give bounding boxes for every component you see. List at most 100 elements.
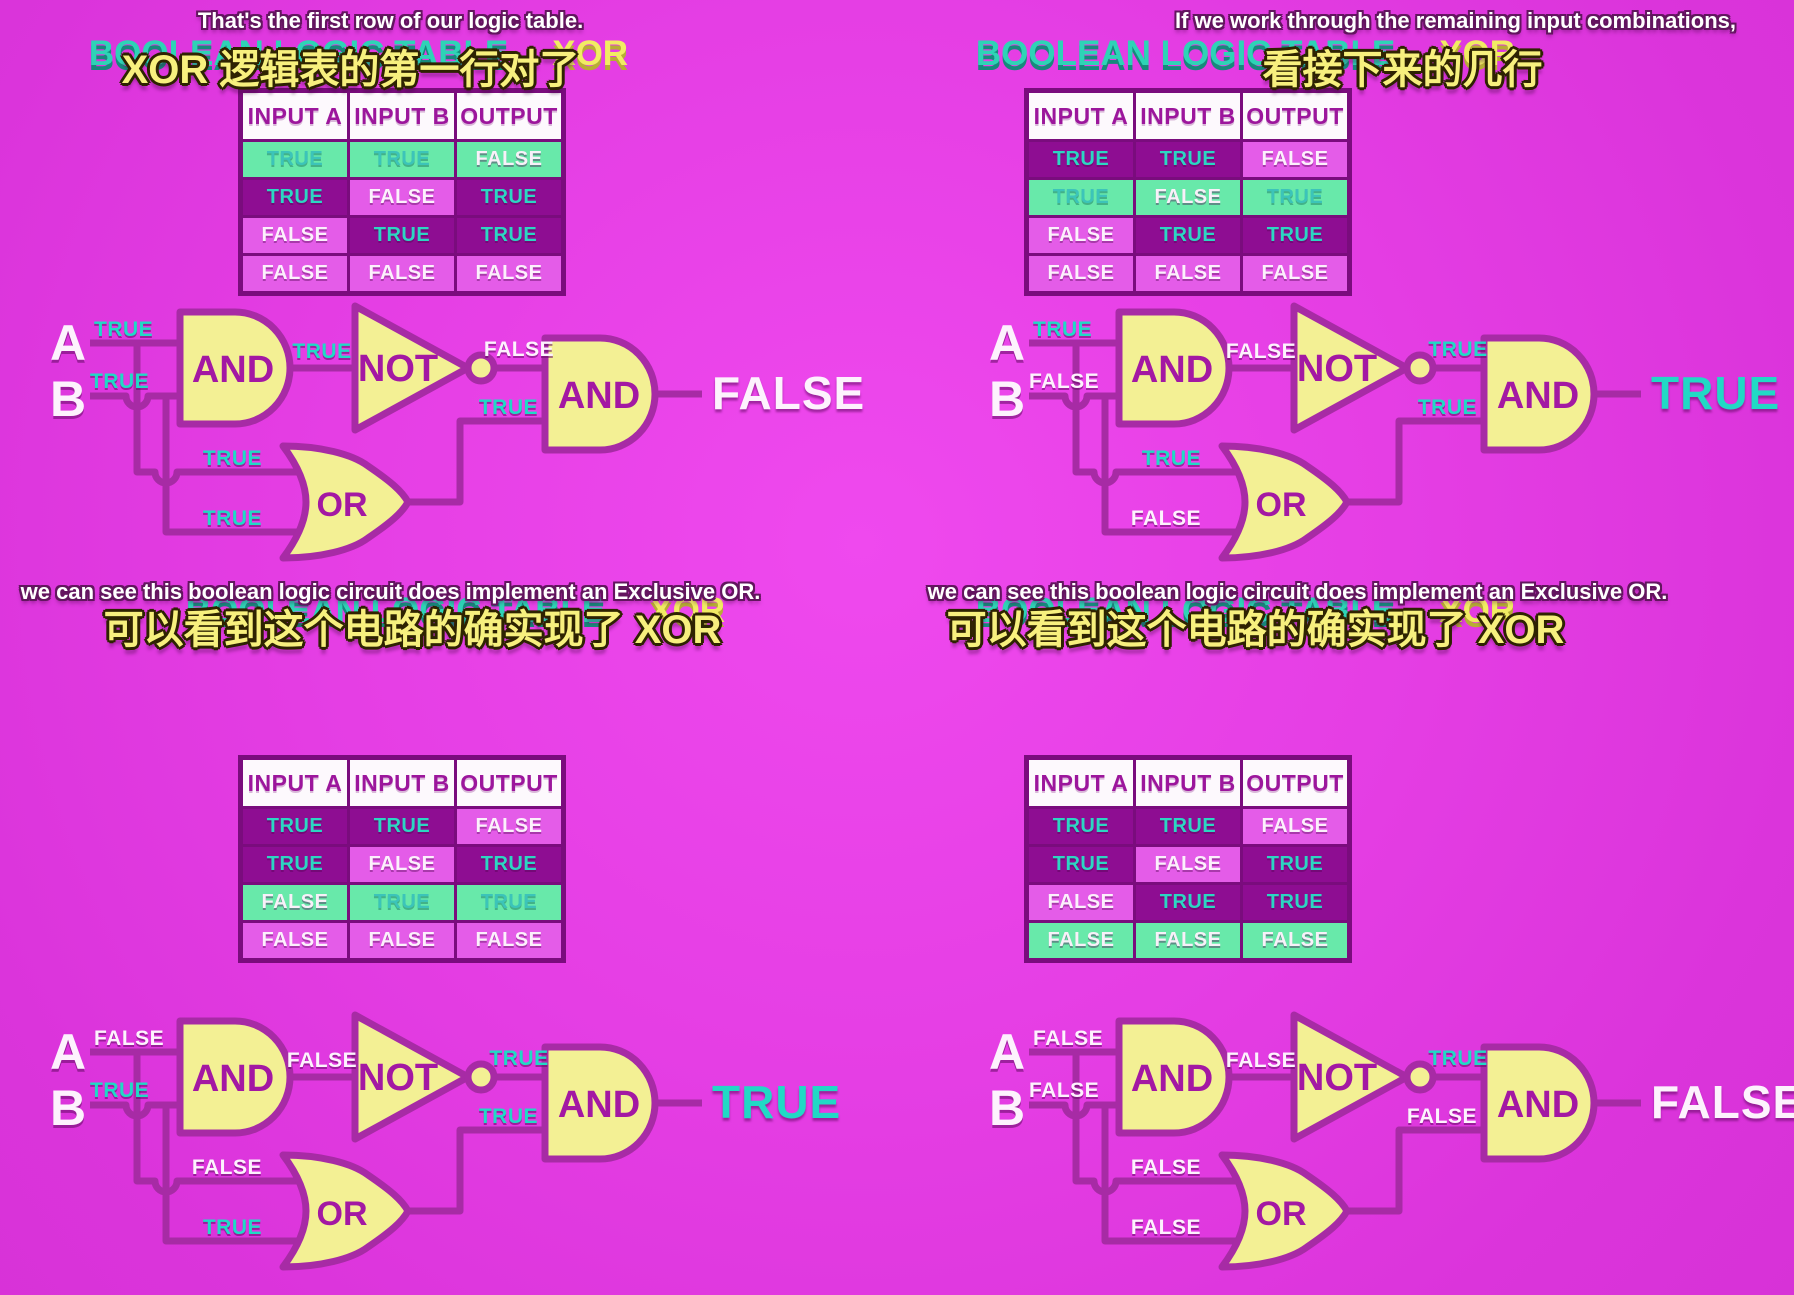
input-a-label: A	[989, 1024, 1025, 1080]
or-gate	[279, 442, 412, 562]
subtitle-english: That's the first row of our logic table.	[197, 8, 584, 33]
and-gate-1	[176, 308, 294, 428]
truth-table-row: FALSE FALSE FALSE	[1025, 920, 1351, 962]
background-title-xor: XOR	[552, 34, 629, 73]
and1-output-value: FALSE	[1226, 1049, 1296, 1072]
and-gate-2-label: AND	[1497, 375, 1579, 417]
and2-input-bottom-value: TRUE	[479, 396, 538, 419]
video-frame: we can see this boolean logic circuit do…	[0, 575, 897, 1295]
truth-table-row: TRUE TRUE FALSE	[1025, 139, 1351, 180]
subtitle-english: we can see this boolean logic circuit do…	[20, 579, 761, 604]
truth-table-cell: FALSE	[347, 844, 457, 885]
not-gate-bubble	[1403, 351, 1437, 385]
not-gate-bubble	[464, 1060, 498, 1094]
wire-b-branch-to-or	[1101, 1105, 1245, 1245]
truth-table-header-row: INPUT A INPUT B OUTPUT	[1025, 756, 1351, 809]
and2-input-bottom-value: TRUE	[1418, 396, 1477, 419]
and-gate-1	[1115, 308, 1233, 428]
truth-table-row: FALSE TRUE TRUE	[239, 215, 565, 256]
input-b-label: B	[989, 1080, 1025, 1136]
not-gate	[351, 1011, 472, 1143]
circuit-output-value: TRUE	[1651, 367, 1780, 419]
truth-table-header-cell: INPUT B	[347, 756, 457, 809]
truth-table-cell: FALSE	[1240, 253, 1351, 295]
input-a-label: A	[50, 315, 86, 371]
not-gate-bubble	[464, 351, 498, 385]
truth-table: INPUT A INPUT B OUTPUT TRUE TRUE FALSE T…	[238, 755, 566, 963]
input-b-value: TRUE	[90, 370, 149, 393]
truth-table-row: TRUE FALSE TRUE	[239, 177, 565, 218]
truth-table-cell: FALSE	[347, 253, 457, 295]
and-gate-1-label: AND	[192, 349, 274, 391]
and-gate-1-label: AND	[192, 1058, 274, 1100]
title-area: BOOLEAN LOGIC TABLE XOR 看接下来的几行	[897, 0, 1794, 92]
truth-table-cell: TRUE	[1025, 139, 1136, 180]
or-input-top-value: TRUE	[1142, 447, 1201, 470]
truth-table-cell: FALSE	[1133, 844, 1243, 885]
not-gate-label: NOT	[1297, 1057, 1377, 1099]
background-title-text: BOOLEAN LOGIC TABLE	[975, 34, 1396, 73]
not-gate	[1290, 302, 1411, 434]
not-gate-label: NOT	[358, 348, 438, 390]
truth-table-cell: FALSE	[1240, 920, 1351, 962]
not-output-value: TRUE	[1428, 338, 1487, 361]
or-input-bottom-value: TRUE	[203, 507, 262, 530]
background-title: BOOLEAN LOGIC TABLE XOR	[7, 591, 897, 631]
truth-table-cell: TRUE	[1240, 844, 1351, 885]
and-gate-2	[541, 334, 659, 454]
circuit-output-value: TRUE	[712, 1076, 841, 1128]
circuit-output-value: FALSE	[1651, 1076, 1794, 1128]
truth-table-cell: TRUE	[1133, 139, 1243, 180]
circuit-wires	[1029, 1048, 1641, 1245]
or-gate	[1218, 1151, 1351, 1271]
truth-table-header-row: INPUT A INPUT B OUTPUT	[239, 89, 565, 142]
input-b-label: B	[989, 371, 1025, 427]
truth-table-cell: FALSE	[454, 920, 565, 962]
truth-table-row: TRUE FALSE TRUE	[1025, 177, 1351, 218]
not-output-value: TRUE	[1428, 1047, 1487, 1070]
wire-or-to-and2	[395, 417, 545, 506]
input-a-value: FALSE	[1033, 1027, 1103, 1050]
truth-table-row: FALSE FALSE FALSE	[239, 920, 565, 962]
input-b-value: TRUE	[90, 1079, 149, 1102]
truth-table-cell: TRUE	[347, 882, 457, 923]
truth-table-cell: TRUE	[454, 177, 565, 218]
truth-table-cell: FALSE	[239, 920, 350, 962]
or-gate-label: OR	[317, 486, 368, 524]
subtitle-english: we can see this boolean logic circuit do…	[927, 579, 1668, 604]
or-input-bottom-value: TRUE	[203, 1216, 262, 1239]
subtitle-chinese: 可以看到这个电路的确实现了 XOR	[946, 608, 1565, 652]
xor-circuit-diagram: AND NOT OR AND A B TRUE TRUE TRUE FALSE …	[50, 302, 864, 562]
or-input-bottom-value: FALSE	[1131, 507, 1201, 530]
truth-table-cell: TRUE	[1240, 215, 1351, 256]
truth-table-row: TRUE TRUE FALSE	[239, 806, 565, 847]
and-gate-1-label: AND	[1131, 1058, 1213, 1100]
truth-table-row: FALSE FALSE FALSE	[1025, 253, 1351, 295]
truth-table-cell: FALSE	[1025, 920, 1136, 962]
truth-table-row: FALSE TRUE TRUE	[239, 882, 565, 923]
not-output-value: FALSE	[484, 338, 554, 361]
not-gate-label: NOT	[1297, 348, 1377, 390]
truth-table-row: FALSE TRUE TRUE	[1025, 882, 1351, 923]
truth-table-cell: FALSE	[1025, 882, 1136, 923]
input-a-value: TRUE	[94, 318, 153, 341]
and-gate-2-label: AND	[558, 375, 640, 417]
xor-circuit-diagram: AND NOT OR AND A B TRUE FALSE FALSE TRUE…	[989, 302, 1780, 562]
subtitle-chinese: 可以看到这个电路的确实现了 XOR	[103, 608, 722, 652]
truth-table-cell: FALSE	[239, 215, 350, 256]
subtitle-chinese: 看接下来的几行	[1262, 48, 1543, 92]
truth-table-cell: FALSE	[454, 253, 565, 295]
truth-table-row: FALSE TRUE TRUE	[1025, 215, 1351, 256]
truth-table-header-cell: INPUT A	[239, 89, 350, 142]
truth-table-cell: FALSE	[1025, 215, 1136, 256]
and1-output-value: TRUE	[292, 340, 351, 363]
subtitle-english: If we work through the remaining input c…	[1174, 8, 1736, 33]
background-title: BOOLEAN LOGIC TABLE XOR	[0, 34, 807, 74]
truth-table-cell: TRUE	[347, 806, 457, 847]
input-b-value: FALSE	[1029, 1079, 1099, 1102]
and-gate-2-label: AND	[1497, 1084, 1579, 1126]
truth-table-cell: FALSE	[1133, 253, 1243, 295]
and2-input-bottom-value: TRUE	[479, 1105, 538, 1128]
truth-table-cell: TRUE	[347, 215, 457, 256]
background-title: BOOLEAN LOGIC TABLE XOR	[897, 34, 1694, 74]
